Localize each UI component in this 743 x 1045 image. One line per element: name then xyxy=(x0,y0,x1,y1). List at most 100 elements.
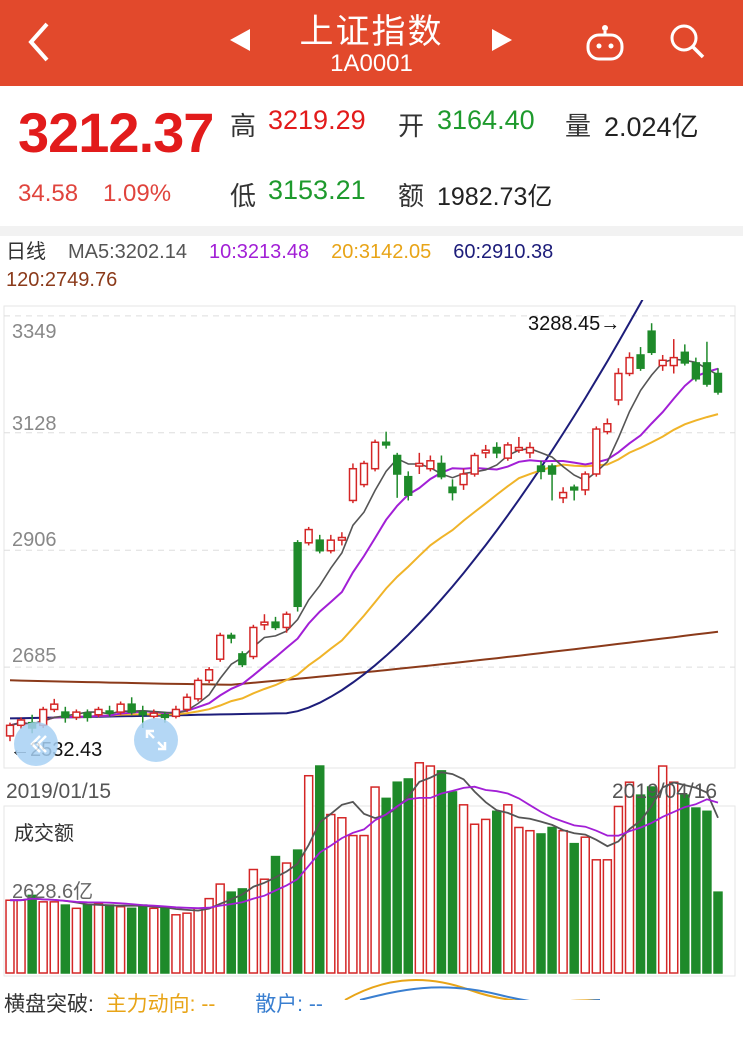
top-header: 上证指数 1A0001 xyxy=(0,0,743,86)
end-date: 2019/04/16 xyxy=(612,780,718,803)
volume-bar xyxy=(635,794,646,974)
volume-bar xyxy=(602,859,613,974)
prev-triangle-icon xyxy=(230,29,250,51)
volume-bar xyxy=(104,904,115,974)
amount-value: 1982.73亿 xyxy=(437,183,553,211)
volume-bar xyxy=(525,829,535,974)
candle-body xyxy=(625,356,634,375)
prev-index-button[interactable] xyxy=(222,22,258,58)
price-axis-tick: 3349 xyxy=(12,321,57,343)
index-code: 1A0001 xyxy=(330,50,413,77)
search-button[interactable] xyxy=(662,16,712,66)
candle-body xyxy=(94,708,103,716)
volume-bar xyxy=(425,765,436,974)
volume-bar xyxy=(49,901,59,974)
candle-body xyxy=(238,653,247,666)
candle-body xyxy=(437,462,446,478)
volume-bar xyxy=(381,797,391,974)
volume-bar xyxy=(503,804,513,974)
volume-bar xyxy=(580,836,590,974)
ma5-value: MA5:3202.14 xyxy=(68,241,187,263)
robot-icon xyxy=(586,25,624,61)
candle-body xyxy=(249,626,258,658)
expand-icon xyxy=(145,729,167,751)
volume-bar xyxy=(469,823,480,974)
candle-body xyxy=(182,696,192,711)
volume-bar xyxy=(458,804,469,974)
candle-body xyxy=(61,711,70,719)
kline-chart[interactable]: 3349 3128 2906 2685 3288.45→ ←2532.43 成交… xyxy=(0,300,743,1000)
volume-bar xyxy=(514,826,524,974)
current-price: 3212.37 xyxy=(18,101,214,164)
high-value: 3219.29 xyxy=(268,105,366,135)
next-triangle-icon xyxy=(492,29,512,51)
candle-body xyxy=(5,724,15,737)
candle-body xyxy=(105,710,114,714)
next-index-button[interactable] xyxy=(484,22,520,58)
candle-body xyxy=(404,475,413,496)
volume-bar xyxy=(713,891,723,974)
volume-bar xyxy=(613,805,624,974)
candle-body xyxy=(525,446,535,454)
volume-bar xyxy=(702,810,712,974)
indicator-bar[interactable]: 横盘突破: 主力动向: -- 散户: -- xyxy=(4,988,323,1018)
volume-bar xyxy=(359,834,369,974)
candle-body xyxy=(547,465,557,475)
volume-bar xyxy=(403,778,413,974)
candle-body xyxy=(691,362,701,380)
candle-body xyxy=(492,446,501,454)
volume-bar xyxy=(646,786,657,974)
period-label[interactable]: 日线 xyxy=(6,241,46,263)
volume-bar xyxy=(115,905,126,974)
candle-body xyxy=(315,539,324,552)
candle-body xyxy=(227,634,236,639)
fullscreen-button[interactable] xyxy=(134,718,178,762)
volume-bar xyxy=(215,883,225,974)
volume-bar xyxy=(5,899,15,974)
ma60-line xyxy=(9,300,644,720)
price-axis-tick: 2906 xyxy=(12,529,57,551)
volume-bar xyxy=(204,897,214,974)
volume-panel-title: 成交额 xyxy=(14,822,74,845)
candle-body xyxy=(282,613,291,629)
candle-body xyxy=(216,634,225,660)
candle-body xyxy=(570,486,579,491)
volume-bar xyxy=(237,888,248,974)
price-panel-frame xyxy=(3,305,736,769)
volume-bar xyxy=(160,907,170,974)
main-force-label: 主力动向: -- xyxy=(105,993,216,1016)
candle-body xyxy=(193,679,203,700)
volume-bar xyxy=(259,878,270,974)
low-label: 低 xyxy=(230,181,257,211)
candle-body xyxy=(448,486,457,494)
volume-bar xyxy=(71,907,82,974)
volume-bar xyxy=(93,902,104,974)
volume-bar xyxy=(657,765,668,974)
volume-bar xyxy=(126,907,137,974)
volume-bar xyxy=(270,855,281,974)
candle-body xyxy=(514,446,524,451)
divider xyxy=(0,226,743,236)
volume-panel-frame xyxy=(3,805,736,977)
candle-body xyxy=(581,473,590,491)
candle-body xyxy=(680,351,689,364)
volume-bar xyxy=(569,842,579,974)
search-icon xyxy=(670,24,705,59)
open-value: 3164.40 xyxy=(437,105,535,135)
candle-body xyxy=(370,441,380,470)
back-button[interactable] xyxy=(18,14,62,70)
ma120-value: 120:2749.76 xyxy=(6,269,118,291)
robot-assistant-button[interactable] xyxy=(580,16,630,66)
volume-bar xyxy=(337,817,347,974)
quote-panel: 3212.37 34.58 1.09% 高 3219.29 开 3164.40 … xyxy=(0,86,743,226)
candle-body xyxy=(393,454,402,475)
candle-body xyxy=(536,465,546,473)
start-date: 2019/01/15 xyxy=(6,780,112,803)
open-label: 开 xyxy=(398,111,425,141)
volume-bar xyxy=(60,904,71,974)
indicator-label: 横盘突破: xyxy=(4,993,94,1016)
ma20-line xyxy=(9,413,719,727)
price-change: 34.58 xyxy=(18,180,79,207)
scroll-left-bubble[interactable] xyxy=(14,722,58,766)
volume-bar xyxy=(171,914,181,974)
